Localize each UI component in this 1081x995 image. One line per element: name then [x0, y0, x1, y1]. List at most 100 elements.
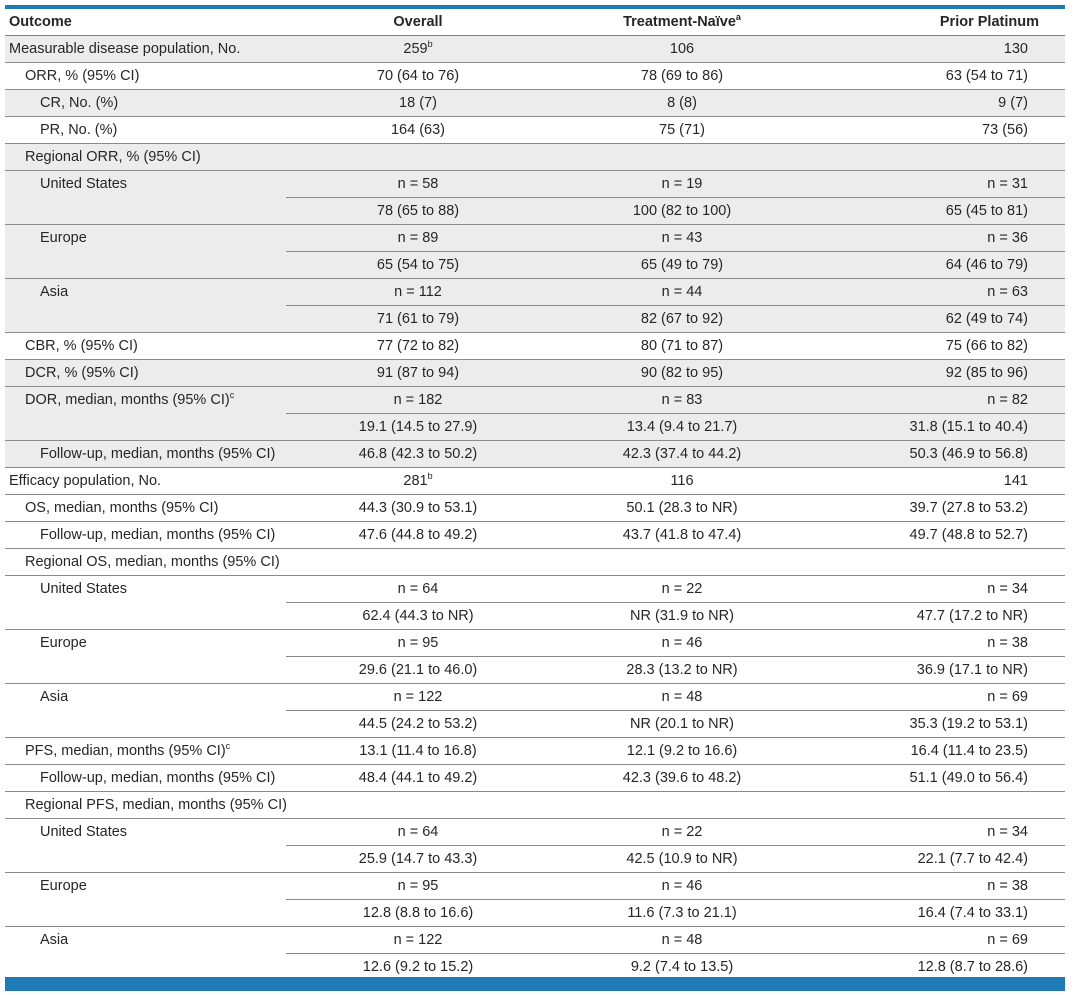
table-row: 71 (61 to 79) 82 (67 to 92) 62 (49 to 74)	[5, 305, 1065, 333]
row-label-text: United States	[40, 824, 128, 841]
row-label-text: PFS, median, months (95% CI)	[25, 743, 226, 759]
cell-platinum-value: 36.9 (17.1 to NR)	[916, 662, 1028, 678]
header-prior-platinum: Prior Platinum	[814, 9, 1065, 36]
cell-naive-value: 90 (82 to 95)	[640, 365, 724, 381]
table-row: CR, No. (%) 18 (7) 8 (8) 9 (7)	[5, 89, 1065, 117]
row-label: CBR, % (95% CI)	[5, 332, 286, 360]
row-label: Measurable disease population, No.	[5, 35, 286, 63]
row-label-text: Europe	[40, 230, 87, 247]
row-label-footnote: c	[225, 741, 231, 751]
row-label: PFS, median, months (95% CI)c	[5, 737, 286, 765]
cell-platinum: 16.4 (11.4 to 23.5)	[814, 737, 1065, 765]
cell-naive: n = 44	[550, 278, 814, 306]
cell-naive-value: 65 (49 to 79)	[640, 257, 724, 273]
cell-platinum: n = 38	[814, 629, 1065, 657]
cell-overall-value: n = 182	[393, 392, 443, 408]
cell-platinum: 9 (7)	[814, 89, 1065, 117]
cell-naive-value: 11.6 (7.3 to 21.1)	[627, 905, 737, 921]
cell-naive-value: 106	[669, 41, 695, 57]
header-overall: Overall	[286, 9, 550, 36]
cell-platinum: 36.9 (17.1 to NR)	[814, 656, 1065, 684]
cell-platinum-value: 47.7 (17.2 to NR)	[916, 608, 1028, 624]
cell-overall: n = 122	[286, 926, 550, 954]
cell-overall-value: 18 (7)	[399, 95, 437, 111]
cell-platinum-value: n = 38	[987, 878, 1028, 894]
cell-naive: n = 48	[550, 926, 814, 954]
row-label: CR, No. (%)	[5, 89, 286, 117]
cell-overall: n = 89	[286, 224, 550, 252]
cell-naive-value: 12.1 (9.2 to 16.6)	[626, 743, 738, 759]
cell-naive: 78 (69 to 86)	[550, 62, 814, 90]
cell-platinum-value: 12.8 (8.7 to 28.6)	[917, 959, 1028, 975]
row-label: United States	[5, 819, 286, 846]
cell-platinum: 64 (46 to 79)	[814, 251, 1065, 279]
cell-platinum: 51.1 (49.0 to 56.4)	[814, 764, 1065, 792]
table-row: ORR, % (95% CI) 70 (64 to 76) 78 (69 to 86…	[5, 62, 1065, 90]
cell-platinum: n = 38	[814, 872, 1065, 900]
cell-naive-value: 13.4 (9.4 to 21.7)	[626, 419, 738, 435]
cell-overall: n = 95	[286, 629, 550, 657]
cell-naive-value: 8 (8)	[667, 95, 697, 111]
table-body: Measurable disease population, No. 259b 10…	[5, 35, 1065, 981]
row-label: Asia	[5, 278, 286, 306]
row-label-text: Regional ORR, % (95% CI)	[25, 149, 201, 165]
cell-naive	[550, 791, 814, 819]
cell-overall: n = 64	[286, 818, 550, 846]
table-row: Asia n = 112 n = 44 n = 63	[5, 278, 1065, 306]
table-row: PFS, median, months (95% CI)c 13.1 (11.4 …	[5, 737, 1065, 765]
cell-naive: n = 83	[550, 386, 814, 414]
cell-overall: 29.6 (21.1 to 46.0)	[286, 656, 550, 684]
cell-overall-footnote: b	[427, 39, 433, 49]
cell-overall: n = 58	[286, 170, 550, 198]
table-row: 19.1 (14.5 to 27.9) 13.4 (9.4 to 21.7) 31.…	[5, 413, 1065, 441]
cell-overall: 47.6 (44.8 to 49.2)	[286, 521, 550, 549]
row-label-text: OS, median, months (95% CI)	[25, 500, 219, 516]
cell-naive-value: NR (31.9 to NR)	[630, 608, 734, 624]
row-label: Asia	[5, 927, 286, 954]
cell-naive-value: 43.7 (41.8 to 47.4)	[622, 527, 742, 543]
cell-naive-value: 78 (69 to 86)	[640, 68, 724, 84]
cell-overall-value: 47.6 (44.8 to 49.2)	[358, 527, 478, 543]
table-row: Efficacy population, No. 281b 116 141	[5, 467, 1065, 495]
row-label: Follow-up, median, months (95% CI)	[5, 440, 286, 468]
header-row: Outcome Overall Treatment-Naïvea Prior P…	[5, 9, 1065, 36]
row-label-text: Follow-up, median, months (95% CI)	[40, 527, 276, 543]
cell-naive-value: n = 48	[661, 689, 703, 705]
row-label-text: United States	[40, 176, 128, 193]
table-row: United States n = 64 n = 22 n = 34	[5, 818, 1065, 846]
table-row: CBR, % (95% CI) 77 (72 to 82) 80 (71 to 87…	[5, 332, 1065, 360]
cell-overall: 281b	[286, 467, 550, 495]
cell-overall: 13.1 (11.4 to 16.8)	[286, 737, 550, 765]
cell-overall: 70 (64 to 76)	[286, 62, 550, 90]
table-row: PR, No. (%) 164 (63) 75 (71) 73 (56)	[5, 116, 1065, 144]
cell-naive: NR (20.1 to NR)	[550, 710, 814, 738]
cell-platinum-value: n = 34	[987, 824, 1028, 840]
cell-platinum-value: 63 (54 to 71)	[945, 68, 1028, 84]
row-label	[5, 845, 286, 873]
cell-overall-value: n = 64	[397, 581, 439, 597]
cell-naive-value: n = 22	[661, 824, 703, 840]
cell-naive: 42.3 (39.6 to 48.2)	[550, 764, 814, 792]
table-row: Regional ORR, % (95% CI)	[5, 143, 1065, 171]
cell-naive: n = 19	[550, 170, 814, 198]
row-label	[5, 197, 286, 225]
row-label-text: CR, No. (%)	[40, 95, 119, 111]
cell-platinum: 65 (45 to 81)	[814, 197, 1065, 225]
row-label	[5, 413, 286, 441]
cell-overall-value: 44.3 (30.9 to 53.1)	[358, 500, 478, 516]
cell-overall-value: n = 58	[397, 176, 439, 192]
cell-overall-value: n = 95	[397, 878, 439, 894]
cell-overall: 71 (61 to 79)	[286, 305, 550, 333]
row-label-text: United States	[40, 581, 128, 598]
row-label-text: Regional PFS, median, months (95% CI)	[25, 797, 286, 813]
cell-platinum: n = 36	[814, 224, 1065, 252]
row-label-text: ORR, % (95% CI)	[25, 68, 140, 84]
row-label: Follow-up, median, months (95% CI)	[5, 521, 286, 549]
cell-overall: n = 122	[286, 683, 550, 711]
cell-platinum-value: 16.4 (11.4 to 23.5)	[910, 743, 1028, 759]
cell-naive: NR (31.9 to NR)	[550, 602, 814, 630]
cell-overall-value: 70 (64 to 76)	[376, 68, 460, 84]
cell-naive-value: 82 (67 to 92)	[640, 311, 724, 327]
row-label-text: Asia	[40, 284, 69, 301]
row-label: PR, No. (%)	[5, 116, 286, 144]
